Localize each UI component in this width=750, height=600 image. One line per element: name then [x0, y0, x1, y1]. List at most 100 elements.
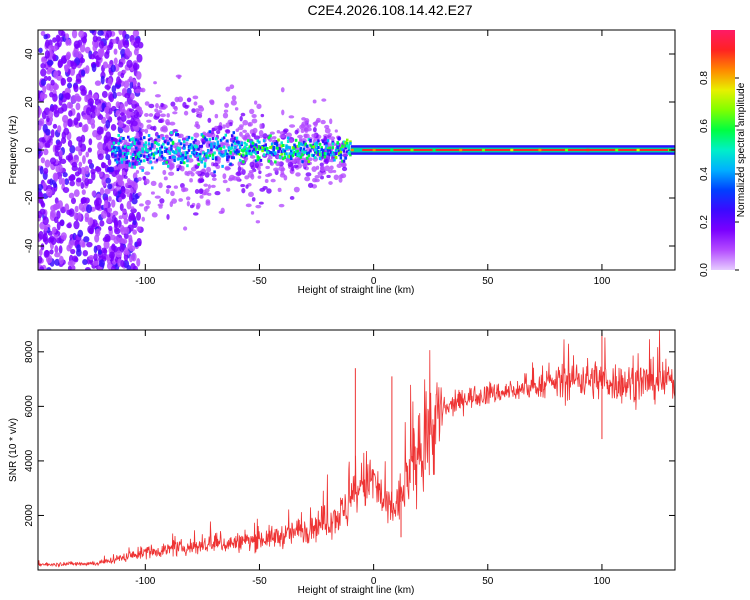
spectrogram-cell — [203, 136, 207, 140]
spectrogram-cell — [68, 240, 73, 249]
spectrogram-cell — [193, 132, 200, 138]
spectrogram-cell — [302, 140, 306, 144]
spectrogram-cell — [117, 133, 120, 137]
spectrogram-cell — [222, 179, 228, 184]
snr-ytick-label: 2000 — [24, 504, 35, 527]
spectrogram-cell — [243, 141, 247, 145]
spectrogram-cell — [120, 160, 124, 164]
spectrogram-cell — [252, 127, 258, 134]
spectrogram-cell — [121, 209, 127, 214]
spectrogram-cell — [333, 158, 336, 162]
spectrogram-cell — [131, 252, 137, 262]
spectrogram-cell — [160, 145, 164, 149]
spectrogram-cell — [146, 157, 149, 161]
spectrogram-cell — [248, 149, 252, 153]
spectrogram-cell — [349, 140, 352, 144]
spectrogram-cell — [55, 34, 61, 43]
spectrogram-cell — [128, 138, 132, 142]
spectrogram-cell — [322, 148, 325, 152]
spectrogram-cell — [153, 81, 157, 85]
spectrogram-cell — [314, 174, 321, 179]
spectrogram-cell — [152, 154, 156, 158]
spectrogram-cell — [235, 171, 242, 177]
spectrogram-cell — [69, 145, 76, 154]
spectrogram-cell — [71, 161, 78, 168]
spectrogram-cell — [222, 153, 226, 157]
spectrogram-cell — [325, 143, 328, 147]
spectrogram-cell — [158, 182, 163, 189]
spectrogram-cell — [410, 148, 414, 152]
spectrogram-cell — [151, 212, 158, 218]
spectrogram-cell — [334, 149, 338, 153]
spectrogram-cell — [202, 135, 205, 139]
spectrogram-cell — [133, 142, 136, 146]
spectrogram-cell — [132, 30, 140, 37]
snr-panel: -100 -50 0 50 100 2000 4000 6000 8000 Height of … — [8, 329, 676, 596]
spectrogram-cell — [76, 244, 81, 253]
spectrogram-cell — [106, 166, 113, 173]
spectrogram-cell — [66, 209, 73, 216]
spectrogram-cell — [332, 169, 337, 173]
spectrogram-cell — [131, 137, 135, 141]
spectrogram-cell — [290, 149, 293, 153]
spectrogram-cell — [323, 142, 327, 146]
spectrogram-cell — [138, 109, 144, 116]
spectrogram-cell — [170, 147, 173, 151]
spectrogram-cell — [277, 138, 280, 142]
spectrogram-cell — [112, 147, 116, 151]
spectrogram-cell — [131, 100, 138, 105]
spectrogram-cell — [246, 147, 250, 151]
spectrogram-cell — [207, 184, 212, 190]
spectrogram-cell — [91, 190, 97, 197]
spectrogram-cell — [79, 44, 86, 53]
spectrogram-cell — [190, 172, 195, 177]
spectrogram-cell — [250, 151, 253, 155]
spectrogram-cell — [64, 33, 70, 40]
spectrogram-cell — [81, 36, 88, 44]
spectrogram-cell — [118, 30, 123, 36]
spectrogram-cell — [126, 59, 133, 69]
spectrogram-cell — [209, 172, 215, 176]
spectrogram-cell — [272, 153, 275, 157]
spectrogram-cell — [155, 151, 159, 155]
spectrogram-cell — [270, 142, 274, 146]
spectrogram-cell — [229, 162, 232, 166]
spectrogram-cell — [139, 203, 144, 207]
spectrogram-cell — [58, 164, 63, 173]
spectrogram-cell — [218, 147, 221, 151]
spectrogram-cell — [135, 169, 140, 174]
spectrogram-cell — [84, 177, 90, 187]
spectrogram-cell — [117, 157, 120, 161]
spectrogram-cell — [226, 155, 229, 159]
spectrogram-cell — [116, 91, 123, 97]
spectrogram-cell — [275, 161, 281, 167]
spectrogram-cell — [212, 162, 219, 167]
spectrogram-cell — [254, 159, 258, 163]
spectrogram-cell — [64, 203, 70, 212]
spectrogram-cell — [283, 155, 287, 159]
spectrogram-cell — [222, 112, 229, 119]
spectrogram-cell — [267, 172, 273, 177]
spectrogram-cell — [115, 160, 119, 164]
spectrogram-cell — [230, 146, 234, 150]
spectrogram-panel: -100 -50 0 50 100 -40 -20 0 20 40 Height of strai… — [8, 29, 676, 296]
spectrogram-cell — [187, 145, 191, 149]
spectrogram-cell — [322, 140, 325, 144]
spectrogram-cell — [111, 85, 117, 94]
spectrogram-cell — [107, 183, 113, 190]
spectrogram-cell — [118, 215, 124, 220]
spectrogram-cell — [76, 177, 82, 183]
spectrogram-cell — [289, 124, 296, 128]
spectrogram-cell — [251, 141, 255, 145]
spectrogram-cell — [230, 143, 234, 147]
spectrogram-cell — [58, 255, 64, 265]
spectrogram-cell — [43, 34, 48, 40]
colorbar: 0.0 0.2 0.4 0.6 0.8 Normalized spectral ampl… — [699, 30, 747, 277]
spectrogram-cell — [114, 186, 121, 191]
spectrogram-cell — [211, 137, 215, 141]
spectrogram-cell — [160, 102, 164, 108]
spectrogram-cell — [192, 95, 199, 100]
spectrogram-cell — [148, 103, 155, 109]
spectrogram-cell — [198, 155, 202, 159]
spectrogram-cell — [38, 141, 44, 149]
